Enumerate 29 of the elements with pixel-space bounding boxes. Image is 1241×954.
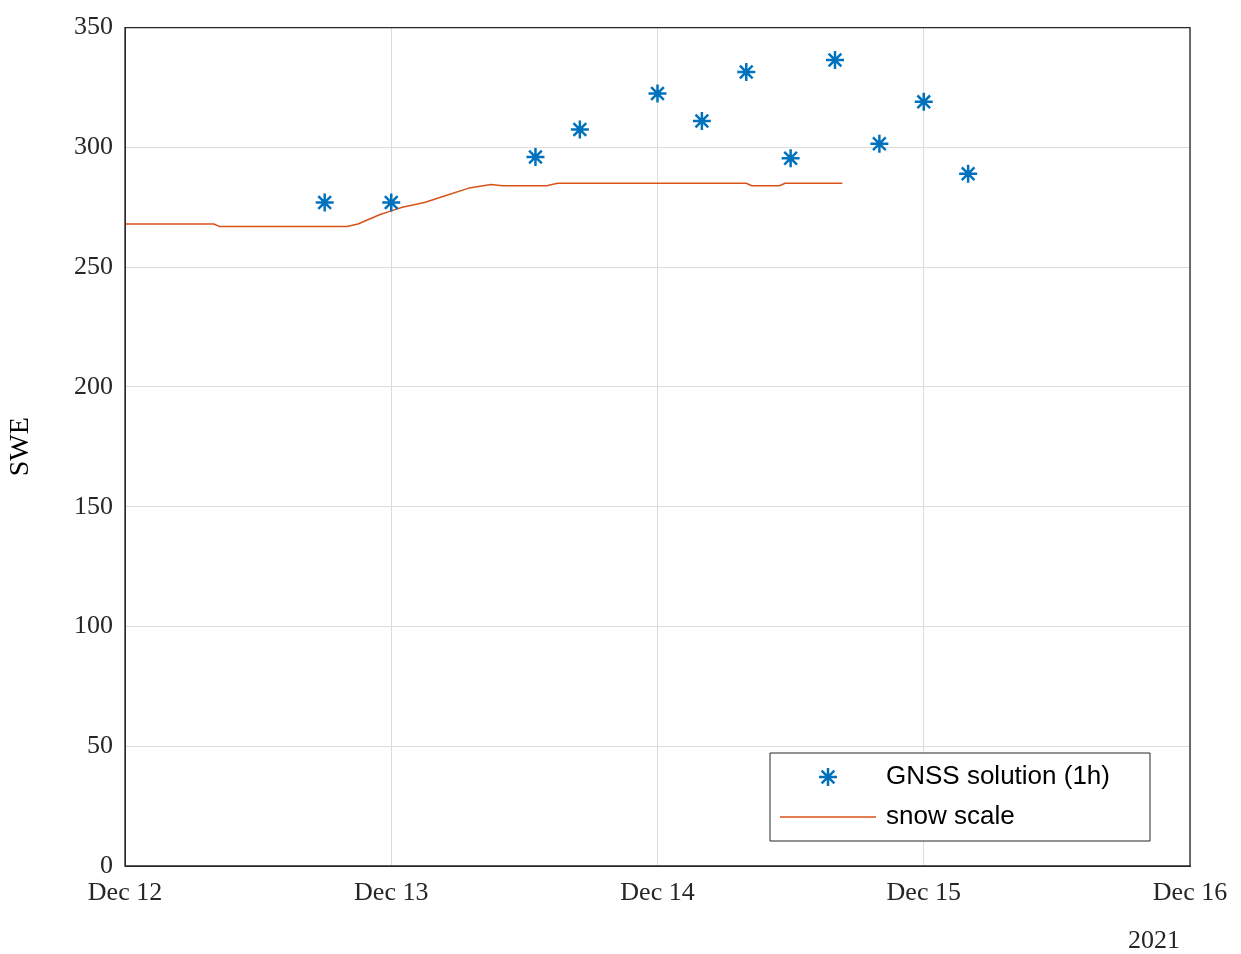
y-tick-label: 50 — [87, 730, 113, 760]
y-tick-label: 0 — [100, 849, 113, 879]
point — [381, 192, 402, 213]
point — [525, 146, 546, 168]
point — [824, 49, 846, 71]
x-tick-label: Dec 12 — [87, 877, 163, 907]
y-axis-title: SWE — [3, 417, 35, 477]
point — [869, 133, 890, 155]
legend-label: snow scale — [886, 800, 1015, 831]
point — [647, 83, 668, 104]
x-tick-label: Dec 16 — [1152, 877, 1228, 907]
point — [780, 147, 801, 169]
point — [957, 163, 979, 184]
text: 2021 — [1128, 925, 1180, 954]
y-tick-label: 100 — [74, 610, 113, 640]
x-tick-label: Dec 13 — [354, 877, 429, 907]
y-tick-label: 250 — [74, 250, 113, 280]
y-tick-label: 350 — [74, 11, 113, 41]
x-tick-label: Dec 15 — [886, 877, 961, 907]
x-tick-label: Dec 14 — [620, 877, 695, 907]
point — [913, 91, 934, 113]
y-tick-label: 300 — [74, 131, 113, 161]
y-tick-label: 200 — [74, 370, 113, 400]
legend-label: GNSS solution (1h) — [886, 760, 1110, 791]
point — [569, 119, 591, 140]
y-tick-label: 150 — [74, 490, 113, 520]
point — [736, 61, 757, 83]
point — [691, 110, 713, 132]
point — [314, 192, 335, 213]
